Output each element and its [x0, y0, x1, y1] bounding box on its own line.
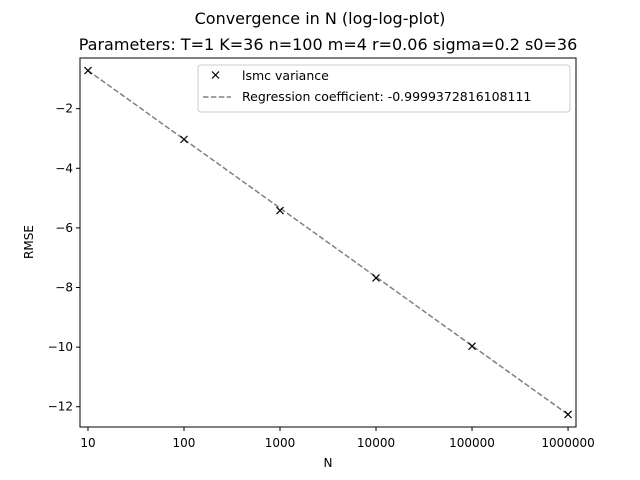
- x-axis: 10 100 1000 10000 100000 1000000: [80, 427, 595, 450]
- y-tick-label: −12: [48, 400, 73, 414]
- x-tick-label: 10: [80, 436, 95, 450]
- y-tick-label: −6: [55, 221, 73, 235]
- x-tick-label: 100: [173, 436, 196, 450]
- y-axis-label: RMSE: [22, 225, 36, 259]
- y-tick-label: −2: [55, 102, 73, 116]
- x-tick-label: 10000: [357, 436, 395, 450]
- y-tick-label: −4: [55, 161, 73, 175]
- x-tick-label: 1000: [265, 436, 296, 450]
- data-point-marker: [372, 274, 380, 282]
- y-axis: −12 −10 −8 −6 −4 −2: [48, 102, 80, 414]
- data-point-marker: [276, 206, 284, 215]
- legend-label-markers: lsmc variance: [242, 68, 329, 83]
- data-point-marker: [180, 135, 188, 144]
- legend-marker-x: [211, 71, 220, 79]
- data-point-marker: [564, 410, 572, 419]
- legend: lsmc variance Regression coefficient: -0…: [197, 64, 571, 113]
- x-axis-label: N: [324, 456, 333, 470]
- data-point-marker: [468, 342, 476, 351]
- x-tick-label: 100000: [449, 436, 495, 450]
- x-tick-label: 1000000: [541, 436, 594, 450]
- plot-area: [84, 66, 572, 419]
- y-tick-label: −8: [55, 281, 73, 295]
- legend-box: [197, 64, 571, 113]
- y-tick-label: −10: [48, 340, 73, 354]
- chart-title: Convergence in N (log-log-plot): [195, 9, 446, 28]
- plot-frame: [79, 57, 577, 428]
- regression-line: [87, 69, 569, 416]
- legend-label-regression: Regression coefficient: -0.9999372816108…: [242, 89, 531, 104]
- chart-subtitle: Parameters: T=1 K=36 n=100 m=4 r=0.06 si…: [79, 35, 578, 54]
- data-point-marker: [84, 66, 92, 75]
